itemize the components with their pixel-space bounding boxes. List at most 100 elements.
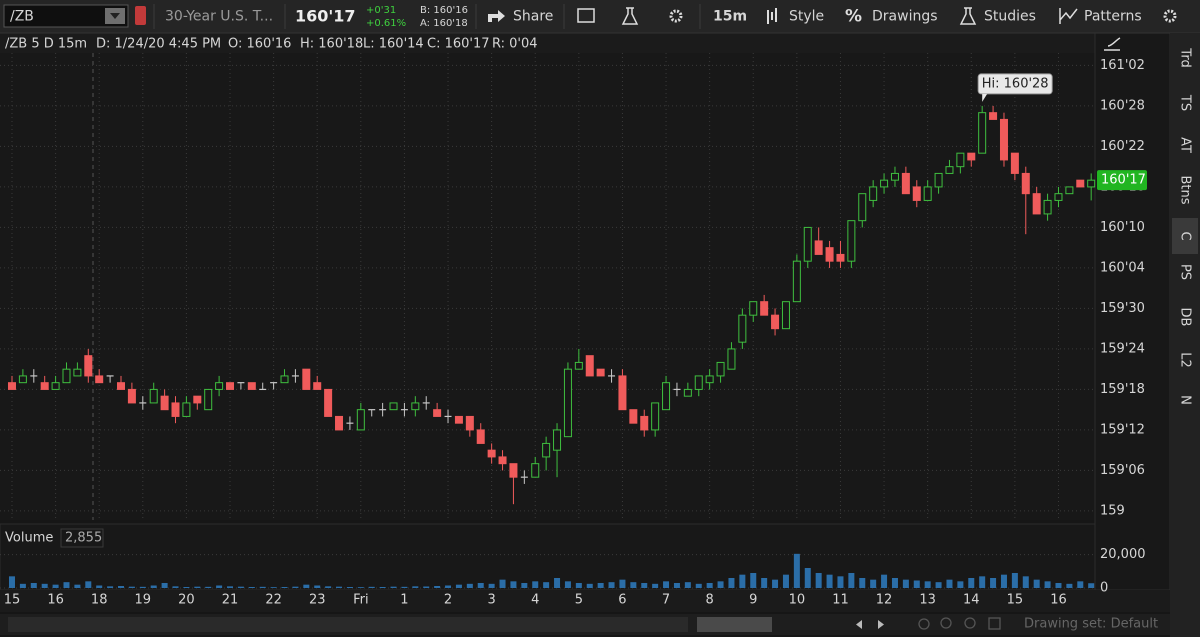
- drawings-icon[interactable]: %: [845, 7, 862, 27]
- gear-icon[interactable]: [669, 9, 683, 23]
- volume-bar: [161, 583, 168, 588]
- y-tick-label: 159'12: [1100, 422, 1145, 437]
- candle-body: [1087, 179, 1096, 188]
- x-tick-label: 23: [309, 593, 326, 608]
- volume-bar: [1088, 583, 1095, 588]
- price-pane: [0, 53, 1095, 520]
- share-button[interactable]: Share: [513, 9, 553, 25]
- bar-date: D: 1/24/20 4:45 PM: [96, 37, 221, 52]
- volume-bar: [619, 579, 626, 588]
- y-tick-label: 0: [1100, 581, 1108, 596]
- zoom-tools: [918, 617, 1001, 630]
- patterns-button[interactable]: Patterns: [1084, 9, 1142, 25]
- x-tick-label: 15: [4, 593, 21, 608]
- volume-bar: [554, 578, 561, 588]
- last-price-label: 160'17: [1101, 173, 1146, 188]
- candle-body: [95, 375, 104, 384]
- fit-icon[interactable]: [988, 617, 1001, 630]
- volume-bar: [139, 586, 146, 588]
- scroll-thumb[interactable]: [697, 617, 772, 632]
- y-tick-label: 159'18: [1100, 382, 1145, 397]
- volume-bar: [390, 586, 397, 588]
- candle-body: [18, 375, 27, 384]
- volume-bar: [913, 580, 920, 588]
- symbol[interactable]: /ZB: [10, 9, 34, 25]
- patterns-icon[interactable]: [1059, 8, 1078, 24]
- sidebar-tab[interactable]: DB: [1178, 308, 1193, 327]
- sidebar-tab[interactable]: TS: [1178, 94, 1193, 111]
- volume-bar: [445, 585, 452, 588]
- candle-body: [1010, 152, 1019, 174]
- sidebar-tab[interactable]: Btns: [1178, 175, 1193, 204]
- volume-bar: [837, 576, 844, 588]
- candle-body: [509, 463, 518, 478]
- candle-body: [127, 388, 136, 404]
- candle-body: [1021, 172, 1030, 195]
- volume-bar: [924, 581, 931, 588]
- volume-bar: [804, 568, 811, 588]
- volume-bar: [205, 586, 212, 588]
- volume-bar: [521, 583, 528, 588]
- volume-bar: [30, 583, 37, 588]
- sidebar-tab[interactable]: N: [1178, 395, 1193, 405]
- style-icon[interactable]: [767, 8, 777, 24]
- sidebar-tab[interactable]: PS: [1178, 264, 1193, 280]
- candle-body: [389, 402, 398, 411]
- scroll-right[interactable]: [878, 620, 884, 629]
- bar-range: R: 0'04: [492, 37, 538, 52]
- candle-body: [901, 172, 910, 195]
- axis-icon[interactable]: [1104, 37, 1121, 51]
- volume-bar: [346, 587, 353, 588]
- sidebar-tab[interactable]: AT: [1178, 137, 1193, 153]
- candle-body: [73, 368, 82, 377]
- candle-body: [945, 166, 954, 174]
- last-price: 160'17: [295, 7, 356, 26]
- style-button[interactable]: Style: [789, 9, 824, 25]
- sidebar-tab[interactable]: L2: [1178, 352, 1193, 368]
- settings-icon[interactable]: [1163, 9, 1177, 23]
- aggregation-button[interactable]: 15m: [713, 9, 747, 25]
- scroll-track[interactable]: [8, 617, 688, 632]
- volume-bar: [314, 585, 321, 588]
- pan-icon[interactable]: [918, 618, 930, 630]
- candle-body: [302, 368, 311, 390]
- volume-bar: [739, 574, 746, 588]
- screen-icon[interactable]: [577, 8, 595, 23]
- drawings-button[interactable]: Drawings: [872, 9, 938, 25]
- studies-icon[interactable]: [959, 7, 977, 25]
- x-tick-label: 7: [662, 593, 670, 608]
- sidebar-tabs: Trd TS AT Btns C PS DB L2 N: [1172, 47, 1198, 405]
- volume-bar: [1000, 574, 1007, 588]
- volume-bar: [150, 585, 157, 588]
- volume-bar: [227, 586, 234, 588]
- bar-low: L: 160'14: [363, 37, 424, 52]
- studies-button[interactable]: Studies: [984, 9, 1036, 25]
- share-icon[interactable]: [488, 10, 505, 22]
- volume-bar: [750, 573, 757, 588]
- sidebar-tab[interactable]: Trd: [1178, 47, 1193, 67]
- volume-bar: [782, 574, 789, 588]
- sidebar-tab[interactable]: C: [1178, 231, 1193, 240]
- volume-bar: [564, 581, 571, 588]
- candle-body: [215, 382, 224, 390]
- candle-body: [553, 429, 562, 451]
- alert-tag[interactable]: [135, 6, 146, 25]
- scroll-left[interactable]: [856, 620, 862, 629]
- volume-bar: [194, 586, 201, 588]
- volume-box: [60, 528, 104, 548]
- zoom-out[interactable]: [964, 617, 976, 629]
- symbol-box[interactable]: [3, 4, 129, 28]
- volume-bar: [455, 584, 462, 588]
- candle-body: [836, 253, 845, 262]
- flask-icon[interactable]: [621, 7, 639, 25]
- x-tick-label: 6: [618, 593, 626, 608]
- x-tick-label: Fri: [353, 593, 369, 608]
- volume-bar: [336, 586, 343, 588]
- candle-body: [117, 382, 126, 390]
- plot: 159159'06159'12159'18159'24159'30160'041…: [0, 53, 1147, 608]
- net-change: +0'31: [366, 5, 396, 16]
- candle-body: [792, 260, 801, 303]
- zoom-in[interactable]: [940, 617, 952, 629]
- volume-bar: [684, 582, 691, 588]
